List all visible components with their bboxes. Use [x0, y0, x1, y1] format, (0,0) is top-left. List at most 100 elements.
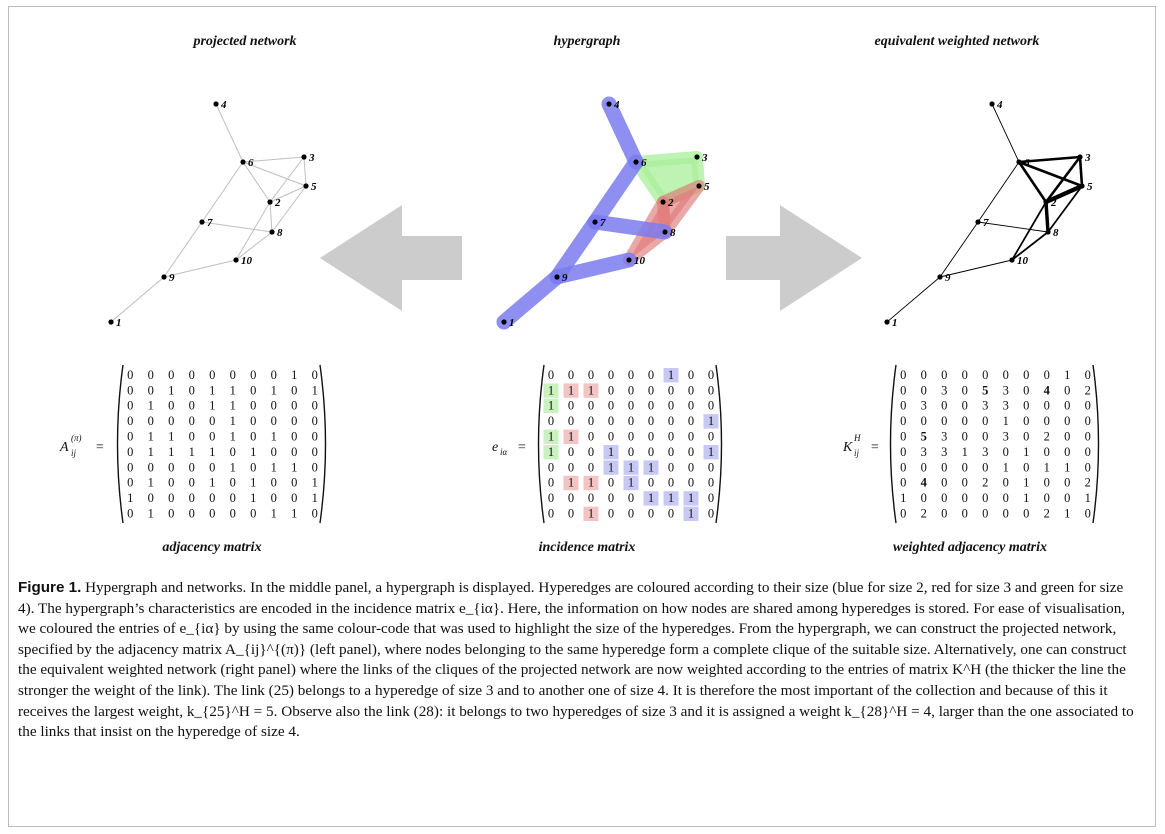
- left-paren: [889, 364, 897, 524]
- matrix-cell: 0: [588, 491, 594, 505]
- node-label-10: 10: [241, 255, 253, 267]
- matrix-cell: 1: [1003, 460, 1009, 474]
- matrix-cell: 0: [900, 368, 906, 382]
- matrix-cell: 1: [312, 383, 318, 397]
- node-label-2: 2: [667, 197, 674, 209]
- matrix-cell: 0: [1085, 460, 1091, 474]
- matrix-cell: 1: [271, 430, 277, 444]
- matrix-cell: 2: [1085, 383, 1091, 397]
- matrix-cell: 0: [962, 368, 968, 382]
- matrix-cell: 0: [648, 476, 654, 490]
- weighted-network: 1 2 3 4 5 6 7 8 9 10: [884, 99, 1093, 329]
- matrix-cell: 1: [962, 445, 968, 459]
- edge-3-5: [1078, 155, 1084, 188]
- cell-highlight: [563, 475, 579, 491]
- matrix-cell: 1: [127, 491, 133, 505]
- matrix-cell: 0: [127, 368, 133, 382]
- matrix-cell: 0: [291, 383, 297, 397]
- matrix-cell: 0: [1023, 368, 1029, 382]
- edge-2-10: [1011, 201, 1047, 261]
- node-5: [303, 183, 309, 189]
- matrix-cell: 0: [1044, 491, 1050, 505]
- matrix-cell: 0: [648, 430, 654, 444]
- matrix-cell: 0: [921, 368, 927, 382]
- matrix-cell: 0: [941, 399, 947, 413]
- edge-5-8: [271, 185, 307, 233]
- matrix-cell: 1: [688, 507, 694, 521]
- matrix-cell: 0: [1085, 430, 1091, 444]
- projected-network: 1 2 3 4 5 6 7 8 9 10: [108, 99, 317, 329]
- right-paren: [715, 364, 723, 524]
- matrix-cell: 0: [941, 507, 947, 521]
- matrix-cell: 0: [548, 507, 554, 521]
- matrix-cell: 0: [648, 383, 654, 397]
- matrix-cell: 2: [1044, 430, 1050, 444]
- matrix-cell: 1: [588, 507, 594, 521]
- matrix-cell: 1: [568, 476, 574, 490]
- matrix-cell: 0: [1003, 491, 1009, 505]
- matrix-cell: 0: [668, 430, 674, 444]
- matrix-cell: 0: [628, 368, 634, 382]
- cell-highlight: [683, 491, 699, 506]
- matrix-cell: 0: [148, 491, 154, 505]
- matrix-cell: 0: [628, 383, 634, 397]
- matrix-cell: 4: [921, 476, 928, 490]
- node-label-7: 7: [600, 217, 606, 229]
- node-4: [989, 101, 995, 107]
- matrix-cell: 0: [962, 460, 968, 474]
- matrix-cell: 0: [628, 399, 634, 413]
- matrix-cell: 0: [941, 368, 947, 382]
- matrix-cell: 0: [708, 460, 714, 474]
- matrix-cell: 0: [548, 414, 554, 428]
- matrix-cell: 0: [291, 414, 297, 428]
- matrix-cell: 1: [209, 445, 215, 459]
- hyperedge-size2: [587, 214, 673, 240]
- matrix-cell: 0: [148, 368, 154, 382]
- matrix-cell: 1: [548, 383, 554, 397]
- matrix-cell: 1: [271, 460, 277, 474]
- matrix-cell: 0: [708, 368, 714, 382]
- matrix-cell: 0: [148, 414, 154, 428]
- matrix-cell: 0: [127, 430, 133, 444]
- edge-9-10: [163, 259, 237, 278]
- matrix-cell: 0: [1085, 399, 1091, 413]
- matrix-cell: 0: [127, 445, 133, 459]
- node-label-6: 6: [641, 157, 647, 169]
- matrix-cell: 1: [168, 445, 174, 459]
- matrix-cell: 0: [127, 383, 133, 397]
- matrix-cell: 0: [900, 476, 906, 490]
- matrix-cell: 3: [1003, 430, 1009, 444]
- node-6: [633, 159, 639, 165]
- edge-8-10: [235, 231, 273, 261]
- matrix-cell: 0: [127, 476, 133, 490]
- matrix-cell: 0: [189, 414, 195, 428]
- matrix-cell: 0: [1023, 507, 1029, 521]
- matrix-cell: 1: [209, 476, 215, 490]
- weighted-adjacency-matrix: 0 0 0 0 0 0 0 0 1 00 0 3 0 5 3 0 4 0 20 3 0 0 3 3 0 0 0 00 0 0 0 0 1 0 0 0 0…: [842, 364, 1100, 524]
- weighted-sub: ij: [854, 448, 860, 458]
- cell-highlight: [543, 429, 559, 444]
- node-label-4: 4: [220, 99, 227, 111]
- matrix-cell: 0: [982, 414, 988, 428]
- cell-highlight: [683, 506, 699, 521]
- matrix-cell: 0: [688, 368, 694, 382]
- matrix-cell: 0: [1023, 414, 1029, 428]
- matrix-cell: 4: [1044, 383, 1051, 397]
- matrix-cell: 0: [941, 491, 947, 505]
- matrix-cell: 1: [568, 383, 574, 397]
- matrix-cell: 1: [148, 430, 154, 444]
- edge-9-10: [939, 259, 1013, 278]
- matrix-cell: 0: [588, 368, 594, 382]
- matrix-cell: 0: [1003, 476, 1009, 490]
- matrix-cell: 0: [708, 476, 714, 490]
- matrix-cell: 0: [168, 368, 174, 382]
- left-panel-title: projected network: [193, 34, 297, 49]
- matrix-cell: 0: [1003, 445, 1009, 459]
- matrix-cell: 0: [127, 414, 133, 428]
- matrix-cell: 0: [189, 491, 195, 505]
- matrix-cell: 1: [189, 445, 195, 459]
- matrix-cell: 0: [271, 399, 277, 413]
- matrix-cell: 1: [708, 445, 714, 459]
- node-2: [1043, 199, 1049, 205]
- matrix-cell: 0: [1064, 491, 1070, 505]
